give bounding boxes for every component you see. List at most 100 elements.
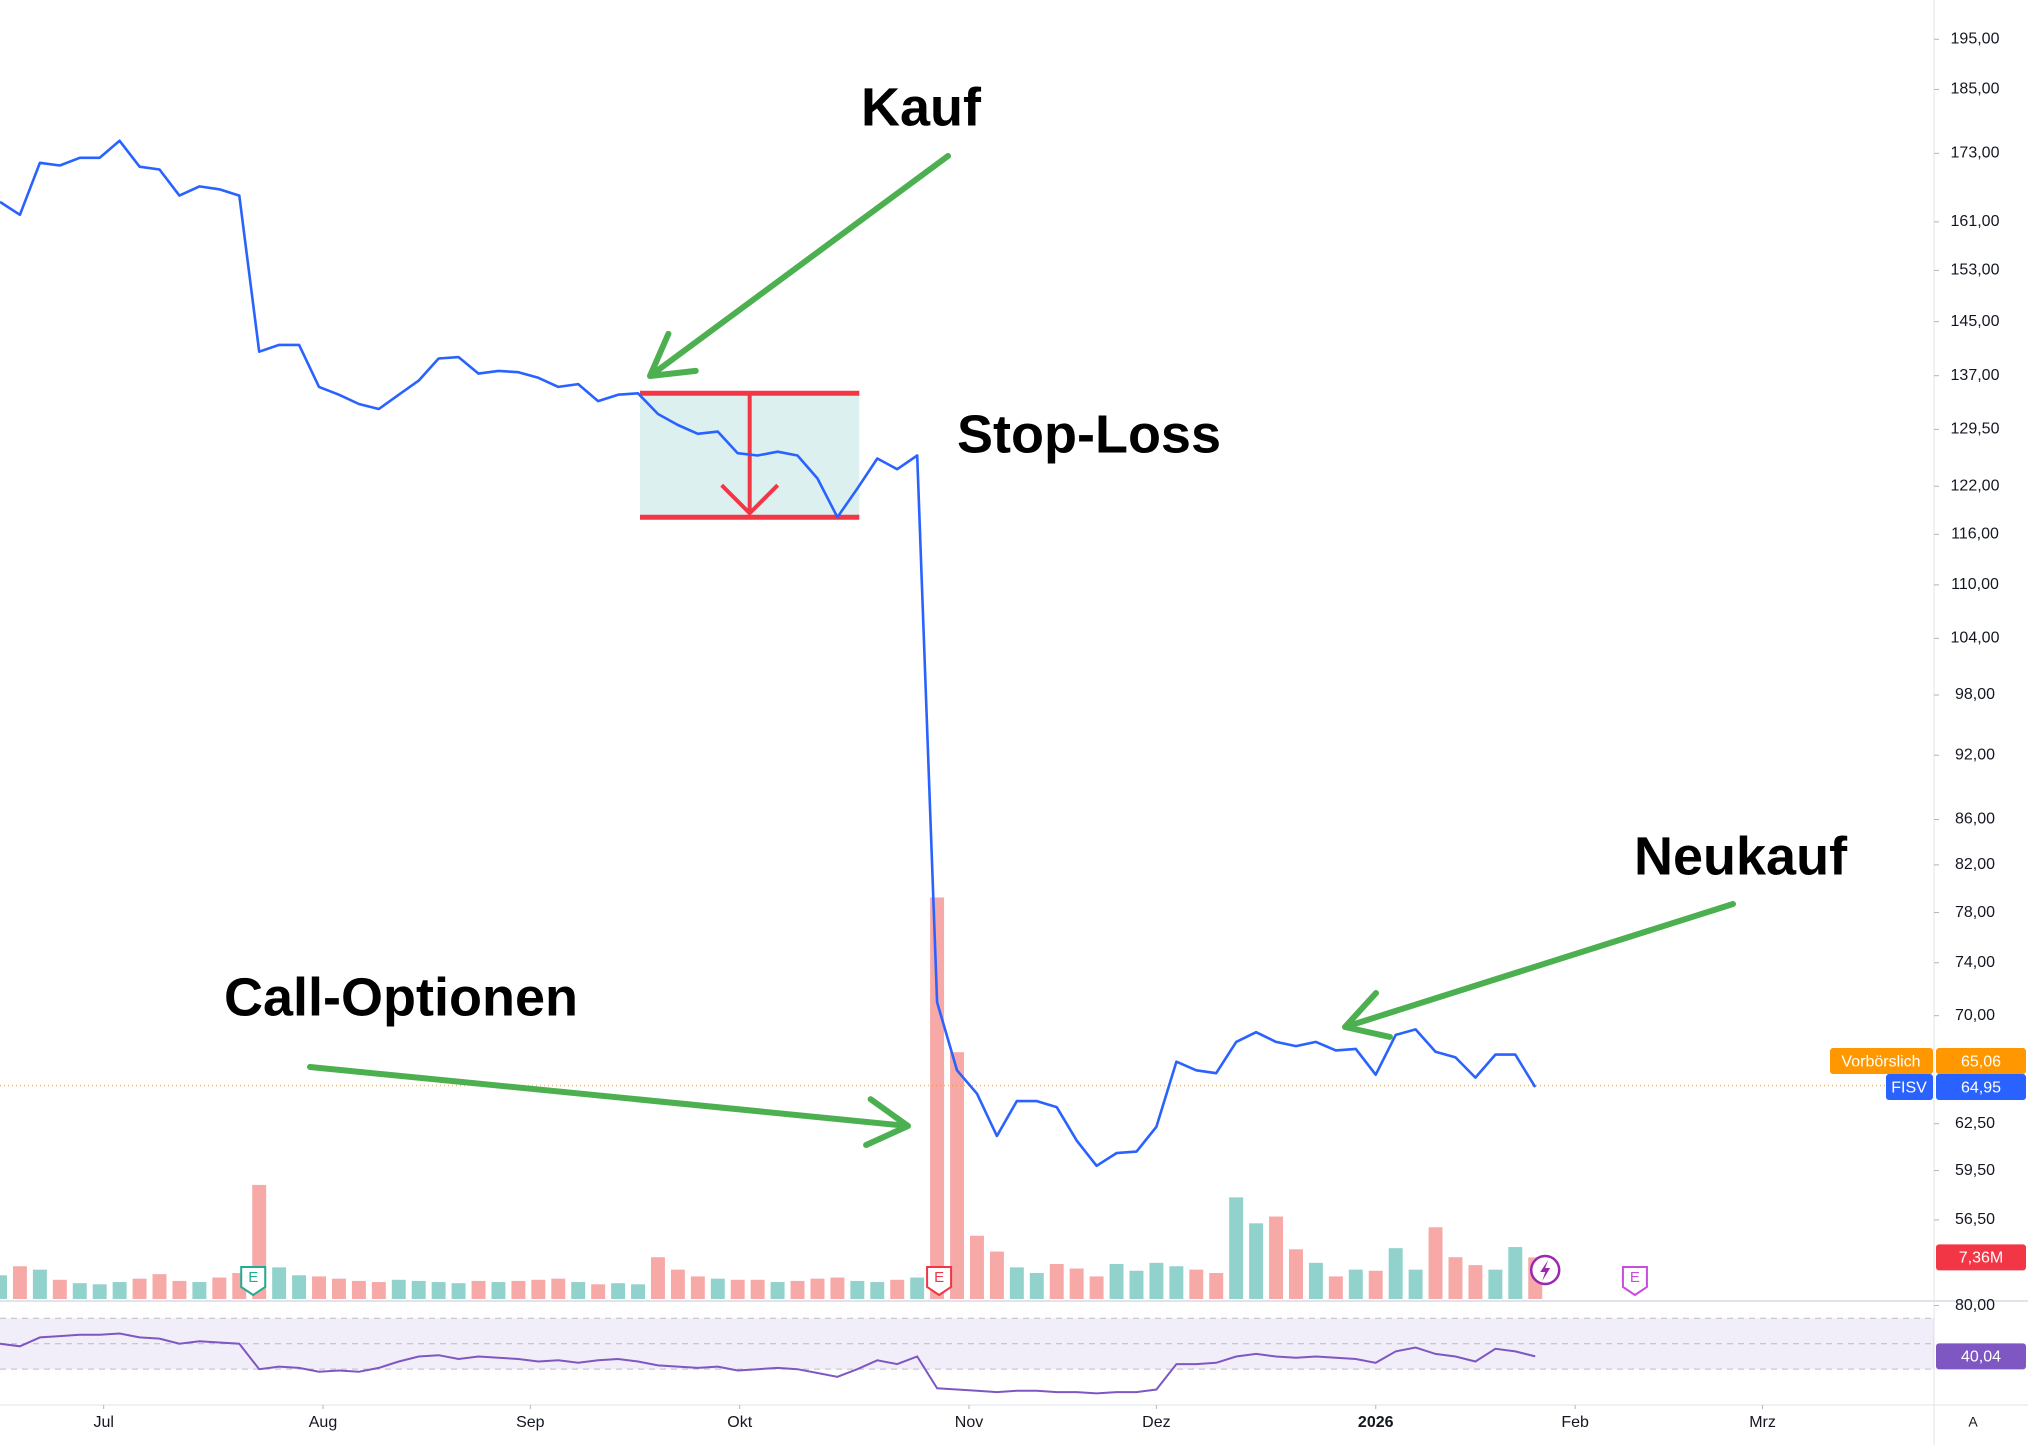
series-name: FISV xyxy=(1891,1079,1927,1096)
premarket-value-tag: 65,06 xyxy=(1961,1053,2001,1070)
volume-bar xyxy=(870,1282,885,1299)
volume-bar xyxy=(850,1280,865,1299)
premarket-name-box xyxy=(1830,1048,1933,1075)
price-tag: 64,95 xyxy=(1961,1079,2001,1096)
volume-bar xyxy=(531,1279,546,1299)
price-line xyxy=(0,139,1537,1168)
volume-bar xyxy=(690,1276,705,1299)
volume-bar xyxy=(1388,1248,1403,1299)
y-tick-label: 74,00 xyxy=(1955,954,1995,971)
volume-bar xyxy=(1488,1269,1503,1299)
y-tick-label: 161,00 xyxy=(1951,213,2000,230)
volume-bar xyxy=(830,1277,845,1299)
x-tick-label: Jul xyxy=(93,1414,113,1431)
volume-bar xyxy=(1189,1269,1204,1299)
event-label: E xyxy=(934,1269,944,1286)
volume-bar xyxy=(1049,1263,1064,1299)
volume-bar xyxy=(650,1257,665,1299)
y-tick-label: 82,00 xyxy=(1955,856,1995,873)
volume-bar xyxy=(930,897,945,1299)
x-tick-label: Sep xyxy=(516,1414,545,1431)
y-tick-label: 185,00 xyxy=(1951,81,2000,98)
volume-bar xyxy=(132,1278,147,1299)
rsi-tag: 40,04 xyxy=(1961,1349,2001,1366)
premarket-value-tag-box xyxy=(1936,1048,2026,1075)
y-tick-label: 153,00 xyxy=(1951,262,2000,279)
volume-bar xyxy=(1149,1262,1164,1299)
volume-bar xyxy=(212,1277,227,1299)
volume-bar xyxy=(112,1282,127,1299)
x-tick-label: Nov xyxy=(955,1414,983,1431)
volume-bar xyxy=(571,1282,586,1299)
volume-bar xyxy=(351,1280,366,1299)
series-name-box xyxy=(1886,1074,1933,1101)
volume-bar xyxy=(391,1279,406,1299)
y-tick-label: 104,00 xyxy=(1951,630,2000,647)
volume-bar xyxy=(1468,1265,1483,1299)
volume-bar xyxy=(1368,1270,1383,1299)
event-marker xyxy=(1621,1266,1648,1297)
x-tick-label: Aug xyxy=(309,1414,337,1431)
x-tick-label: Mrz xyxy=(1749,1414,1776,1431)
volume-bar xyxy=(1129,1270,1144,1299)
volume-bar xyxy=(710,1278,725,1299)
volume-bar xyxy=(1169,1266,1184,1299)
volume-bar xyxy=(451,1283,466,1299)
y-tick-label: 78,00 xyxy=(1955,904,1995,921)
y-tick-label: 70,00 xyxy=(1955,1007,1995,1024)
volume-bar xyxy=(32,1269,47,1299)
volume-bar xyxy=(1308,1262,1323,1299)
volume-bar xyxy=(152,1274,167,1299)
price-tag-box xyxy=(1936,1074,2026,1101)
volume-bar xyxy=(292,1275,307,1299)
annotation: Stop-Loss xyxy=(957,404,1221,464)
volume-bar xyxy=(1269,1216,1284,1299)
volume-bar xyxy=(969,1235,984,1299)
volume-bar xyxy=(551,1278,566,1299)
annotation: Kauf xyxy=(861,77,982,137)
annotation: Call-Optionen xyxy=(224,967,578,1027)
y-tick-label: 116,00 xyxy=(1951,526,1999,543)
volume-bar xyxy=(1448,1257,1463,1299)
volume-tag-box xyxy=(1936,1244,2026,1271)
y-tick-label: 122,00 xyxy=(1951,477,2000,494)
corner-label: A xyxy=(1968,1414,1978,1430)
volume-bar xyxy=(1289,1249,1303,1299)
volume-bar xyxy=(591,1284,606,1299)
rsi-line xyxy=(0,1332,1536,1395)
x-tick-label: Feb xyxy=(1561,1414,1589,1431)
event-label: E xyxy=(248,1269,258,1286)
y-tick-label: 145,00 xyxy=(1951,313,2000,330)
volume-bar xyxy=(730,1279,745,1299)
volume-bar xyxy=(750,1279,765,1299)
event-marker xyxy=(240,1266,267,1297)
plot-area xyxy=(0,139,1934,1370)
volume-bar xyxy=(1249,1223,1264,1299)
volume-bar xyxy=(172,1280,187,1299)
volume-bar xyxy=(431,1282,446,1299)
volume-bar xyxy=(1328,1276,1343,1299)
stop-arrow xyxy=(720,393,780,517)
volume-bar xyxy=(12,1266,27,1299)
volume-bar xyxy=(1109,1263,1124,1299)
y-tick-label: 110,00 xyxy=(1951,576,1999,593)
volume-bar xyxy=(770,1282,785,1299)
annotation: Neukauf xyxy=(1634,826,1848,886)
volume-bar xyxy=(989,1251,1004,1299)
volume-bar xyxy=(631,1284,645,1299)
annotation-arrow xyxy=(307,1064,911,1148)
volume-bar xyxy=(272,1267,287,1299)
premarket-name: Vorbörslich xyxy=(1841,1053,1920,1070)
x-tick-label: Okt xyxy=(727,1414,752,1431)
volume-bar xyxy=(72,1283,87,1299)
volume-bar xyxy=(890,1279,905,1299)
volume-bar xyxy=(511,1280,526,1299)
volume-bar xyxy=(471,1280,486,1299)
volume-bar xyxy=(1229,1197,1244,1299)
volume-bar xyxy=(1348,1269,1363,1299)
volume-bar xyxy=(312,1276,326,1299)
volume-bar xyxy=(810,1278,825,1299)
volume-bar xyxy=(0,1275,7,1299)
